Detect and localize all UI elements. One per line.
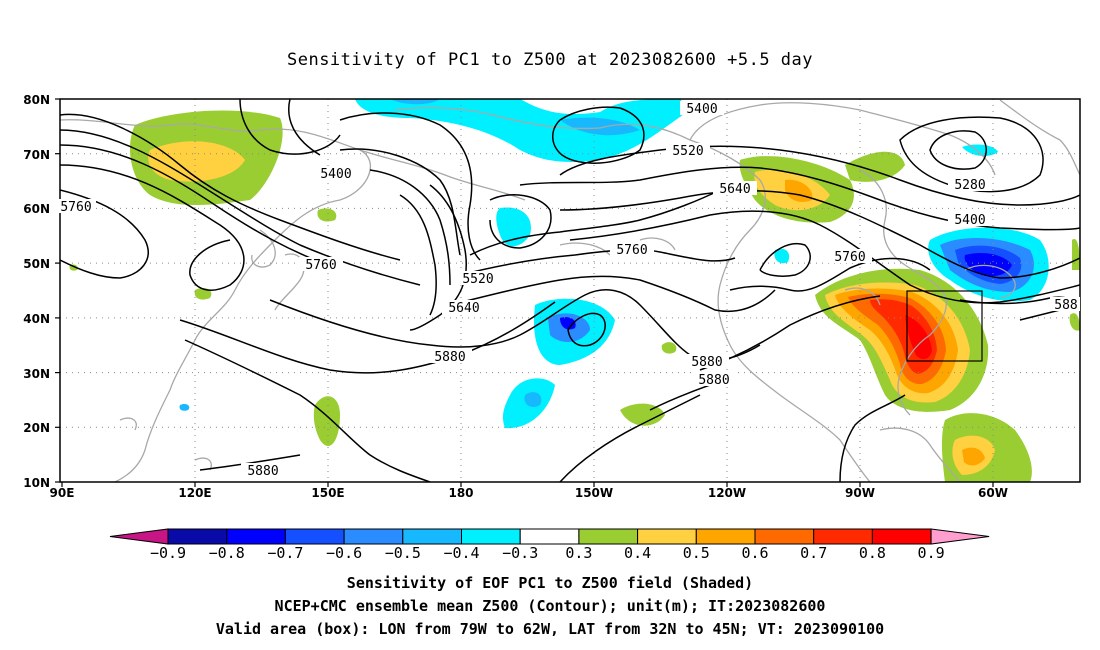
contour-label: 5640 <box>448 301 479 316</box>
caption-valid-area: Valid area (box): LON from 79W to 62W, L… <box>215 620 885 638</box>
contour-label: 5880 <box>698 373 729 388</box>
contour-label: 5280 <box>954 178 985 193</box>
lat-label: 40N <box>23 312 50 326</box>
colorbar-cell <box>402 528 462 545</box>
contour-label: 5880 <box>434 350 465 365</box>
lat-label: 10N <box>23 476 50 490</box>
contour-label: 5880 <box>247 464 278 479</box>
valid-area-box <box>906 290 983 362</box>
colorbar-cell <box>754 528 815 545</box>
colorbar-cell <box>813 528 873 545</box>
map-title: Sensitivity of PC1 to Z500 at 2023082600… <box>286 50 813 70</box>
caption-shading: Sensitivity of EOF PC1 to Z500 field (Sh… <box>346 574 754 592</box>
contour-label: 588 <box>1054 298 1077 313</box>
colorbar-cell <box>226 528 286 545</box>
colorbar-cell <box>343 528 404 545</box>
colorbar-tick-label: −0.6 <box>326 544 362 562</box>
colorbar-cell <box>637 528 697 545</box>
contour-5280-arctic <box>239 99 341 155</box>
contour-label: 5520 <box>672 144 703 159</box>
colorbar-cell <box>871 528 932 545</box>
colorbar-tick-label: 0.4 <box>624 544 651 562</box>
contour-label: 5400 <box>320 167 351 182</box>
lat-label: 70N <box>23 148 50 162</box>
shade-arctic-negative <box>355 99 690 162</box>
colorbar-cell <box>167 528 228 545</box>
colorbar-high-triangle <box>930 528 990 545</box>
lon-label: 150W <box>575 486 613 500</box>
contour-label: 5760 <box>616 243 647 258</box>
colorbar-cell <box>578 528 639 545</box>
grid <box>60 99 1080 482</box>
lon-label: 90E <box>50 486 75 500</box>
colorbar-tick-label: −0.5 <box>385 544 421 562</box>
lat-label: 30N <box>23 367 50 381</box>
colorbar-low-triangle <box>109 528 169 545</box>
colorbar-tick-label: 0.3 <box>565 544 592 562</box>
colorbar-tick-label: −0.8 <box>209 544 245 562</box>
lat-label: 80N <box>23 93 50 107</box>
colorbar-tick-label: 0.5 <box>683 544 710 562</box>
colorbar-tick-label: 0.9 <box>918 544 945 562</box>
colorbar-tick-label: 0.6 <box>741 544 768 562</box>
colorbar-tick-label: −0.4 <box>443 544 479 562</box>
colorbar-tick-label: −0.3 <box>502 544 538 562</box>
lon-label: 60W <box>978 486 1008 500</box>
colorbar-tick-label: −0.7 <box>267 544 303 562</box>
contour-label: 5760 <box>305 258 336 273</box>
colorbar-tick-label: 0.8 <box>859 544 886 562</box>
lat-label: 60N <box>23 202 50 216</box>
contour-label: 5400 <box>686 102 717 117</box>
colorbar-cell <box>461 528 521 545</box>
colorbar <box>109 528 990 545</box>
lon-label: 120W <box>708 486 746 500</box>
lon-label: 90W <box>845 486 875 500</box>
contour-label: 5760 <box>60 200 91 215</box>
colorbar-cell <box>519 528 580 545</box>
colorbar-cell <box>695 528 756 545</box>
contour-label: 5880 <box>691 355 722 370</box>
lon-label: 150E <box>311 486 344 500</box>
caption-contour: NCEP+CMC ensemble mean Z500 (Contour); u… <box>274 597 826 615</box>
colorbar-labels: −0.9 −0.8 −0.7 −0.6 −0.5 −0.4 −0.3 0.3 0.4 0.5 0.6… <box>150 544 945 562</box>
contour-label: 5400 <box>954 213 985 228</box>
lon-label: 180 <box>448 486 473 500</box>
lat-label: 50N <box>23 257 50 271</box>
plot-frame <box>59 98 1081 483</box>
contour-label: 5760 <box>834 250 865 265</box>
contour-label: 5520 <box>462 272 493 287</box>
contour-label: 5640 <box>719 182 750 197</box>
colorbar-tick-label: 0.7 <box>800 544 827 562</box>
colorbar-tick-label: −0.9 <box>150 544 186 562</box>
lat-label: 20N <box>23 421 50 435</box>
colorbar-cell <box>284 528 345 545</box>
lon-label: 120E <box>178 486 211 500</box>
